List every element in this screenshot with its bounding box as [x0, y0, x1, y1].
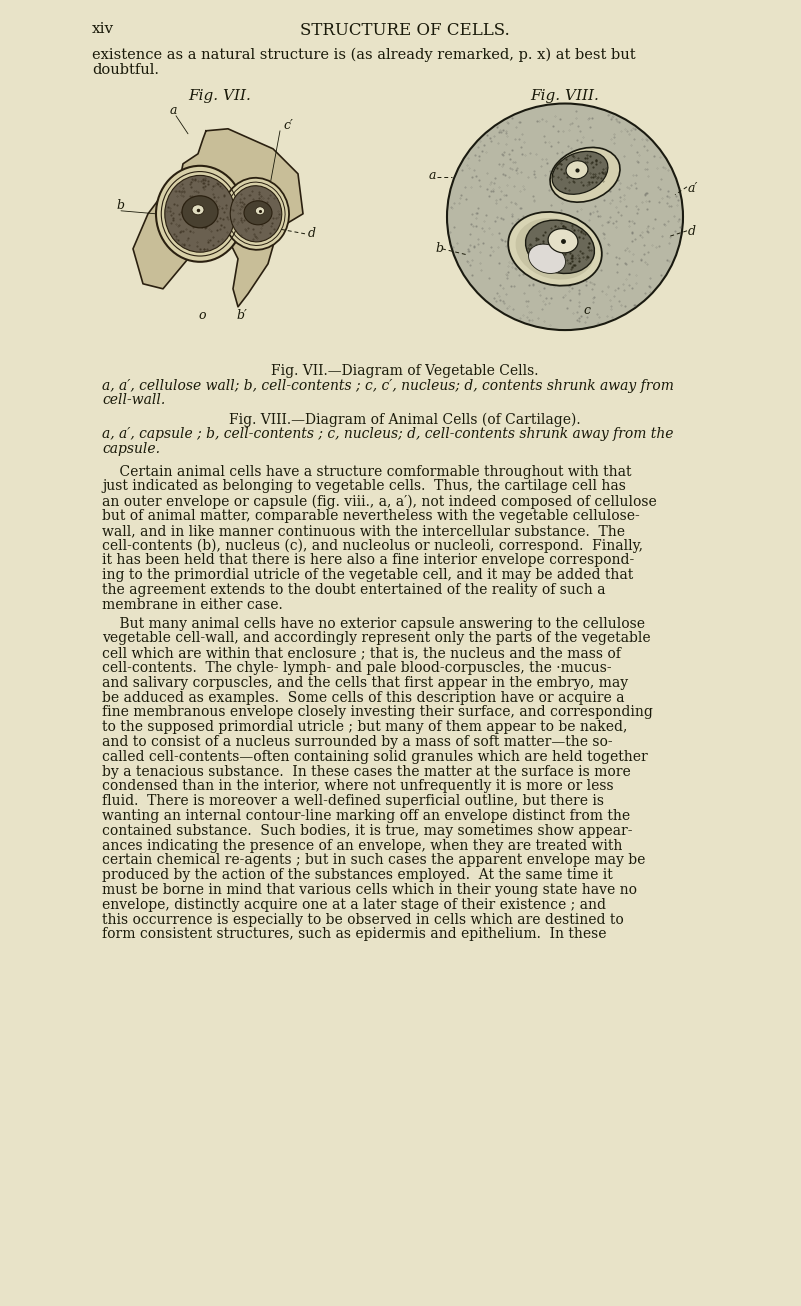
- Ellipse shape: [192, 205, 204, 214]
- Text: STRUCTURE OF CELLS.: STRUCTURE OF CELLS.: [300, 22, 510, 39]
- Ellipse shape: [516, 218, 594, 279]
- Text: a, a′, cellulose wall; b, cell-contents ; c, c′, nucleus; d, contents shrunk awa: a, a′, cellulose wall; b, cell-contents …: [102, 379, 674, 393]
- Text: fine membranous envelope closely investing their surface, and corresponding: fine membranous envelope closely investi…: [102, 705, 653, 720]
- Ellipse shape: [256, 206, 264, 214]
- Ellipse shape: [182, 196, 218, 227]
- Text: b′: b′: [236, 308, 247, 321]
- Text: wanting an internal contour-line marking off an envelope distinct from the: wanting an internal contour-line marking…: [102, 808, 630, 823]
- Text: membrane in either case.: membrane in either case.: [102, 598, 283, 611]
- Text: envelope, distinctly acquire one at a later stage of their existence ; and: envelope, distinctly acquire one at a la…: [102, 897, 606, 912]
- Ellipse shape: [552, 151, 608, 195]
- Text: an outer envelope or capsule (fig. viii., a, a′), not indeed composed of cellulo: an outer envelope or capsule (fig. viii.…: [102, 494, 657, 508]
- Text: the agreement extends to the doubt entertained of the reality of such a: the agreement extends to the doubt enter…: [102, 582, 606, 597]
- Text: certain chemical re-agents ; but in such cases the apparent envelope may be: certain chemical re-agents ; but in such…: [102, 853, 646, 867]
- Text: produced by the action of the substances employed.  At the same time it: produced by the action of the substances…: [102, 868, 613, 882]
- Text: cell-contents (b), nucleus (c), and nucleolus or nucleoli, correspond.  Finally,: cell-contents (b), nucleus (c), and nucl…: [102, 538, 643, 552]
- Text: Certain animal cells have a structure comformable throughout with that: Certain animal cells have a structure co…: [102, 465, 631, 478]
- Text: must be borne in mind that various cells which in their young state have no: must be borne in mind that various cells…: [102, 883, 637, 897]
- Text: called cell-contents—often containing solid granules which are held together: called cell-contents—often containing so…: [102, 750, 648, 764]
- Text: it has been held that there is here also a fine interior envelope correspond-: it has been held that there is here also…: [102, 554, 634, 567]
- Text: Fig. VII.—Diagram of Vegetable Cells.: Fig. VII.—Diagram of Vegetable Cells.: [272, 364, 539, 377]
- Text: this occurrence is especially to be observed in cells which are destined to: this occurrence is especially to be obse…: [102, 913, 624, 926]
- Text: ing to the primordial utricle of the vegetable cell, and it may be added that: ing to the primordial utricle of the veg…: [102, 568, 634, 582]
- Text: wall, and in like manner continuous with the intercellular substance.  The: wall, and in like manner continuous with…: [102, 524, 625, 538]
- Polygon shape: [133, 129, 303, 307]
- Text: Fig. VIII.—Diagram of Animal Cells (of Cartilage).: Fig. VIII.—Diagram of Animal Cells (of C…: [229, 413, 581, 427]
- Ellipse shape: [165, 175, 235, 252]
- Text: c: c: [583, 303, 590, 316]
- Text: a: a: [170, 103, 178, 116]
- Text: b: b: [116, 199, 124, 212]
- Text: contained substance.  Such bodies, it is true, may sometimes show appear-: contained substance. Such bodies, it is …: [102, 824, 633, 838]
- Text: by a tenacious substance.  In these cases the matter at the surface is more: by a tenacious substance. In these cases…: [102, 764, 630, 778]
- Text: ances indicating the presence of an envelope, when they are treated with: ances indicating the presence of an enve…: [102, 838, 622, 853]
- Text: be adduced as examples.  Some cells of this description have or acquire a: be adduced as examples. Some cells of th…: [102, 691, 625, 705]
- Ellipse shape: [548, 229, 578, 253]
- Ellipse shape: [508, 212, 602, 286]
- Ellipse shape: [447, 103, 683, 330]
- Text: d: d: [308, 227, 316, 240]
- Text: just indicated as belonging to vegetable cells.  Thus, the cartilage cell has: just indicated as belonging to vegetable…: [102, 479, 626, 494]
- Ellipse shape: [230, 185, 282, 242]
- Text: vegetable cell-wall, and accordingly represent only the parts of the vegetable: vegetable cell-wall, and accordingly rep…: [102, 631, 650, 645]
- Text: to the supposed primordial utricle ; but many of them appear to be naked,: to the supposed primordial utricle ; but…: [102, 720, 627, 734]
- Ellipse shape: [156, 166, 244, 261]
- Text: b: b: [435, 242, 443, 255]
- Text: a: a: [429, 168, 437, 182]
- Ellipse shape: [223, 178, 289, 249]
- Ellipse shape: [525, 221, 594, 273]
- Text: o: o: [198, 308, 206, 321]
- Ellipse shape: [529, 244, 566, 273]
- Text: capsule.: capsule.: [102, 441, 160, 456]
- Text: existence as a natural structure is (as already remarked, p. x) at best but: existence as a natural structure is (as …: [92, 48, 636, 63]
- Text: xiv: xiv: [92, 22, 114, 37]
- Text: but of animal matter, comparable nevertheless with the vegetable cellulose-: but of animal matter, comparable neverth…: [102, 509, 640, 522]
- Text: But many animal cells have no exterior capsule answering to the cellulose: But many animal cells have no exterior c…: [102, 616, 645, 631]
- Text: fluid.  There is moreover a well-defined superficial outline, but there is: fluid. There is moreover a well-defined …: [102, 794, 604, 808]
- Text: a′: a′: [688, 182, 698, 195]
- Text: d: d: [688, 225, 696, 238]
- Text: and to consist of a nucleus surrounded by a mass of soft matter—the so-: and to consist of a nucleus surrounded b…: [102, 735, 613, 750]
- Ellipse shape: [244, 201, 272, 225]
- Text: cell-contents.  The chyle- lymph- and pale blood-corpuscles, the ·mucus-: cell-contents. The chyle- lymph- and pal…: [102, 661, 612, 675]
- Text: form consistent structures, such as epidermis and epithelium.  In these: form consistent structures, such as epid…: [102, 927, 606, 942]
- Text: c′: c′: [283, 119, 293, 132]
- Ellipse shape: [550, 148, 620, 202]
- Text: cell-wall.: cell-wall.: [102, 393, 165, 407]
- Ellipse shape: [566, 161, 588, 179]
- Text: doubtful.: doubtful.: [92, 63, 159, 77]
- Text: Fig. VIII.: Fig. VIII.: [530, 89, 599, 103]
- Text: Fig. VII.: Fig. VII.: [188, 89, 252, 103]
- Text: condensed than in the interior, where not unfrequently it is more or less: condensed than in the interior, where no…: [102, 780, 614, 794]
- Text: a, a′, capsule ; b, cell-contents ; c, nucleus; d, cell-contents shrunk away fro: a, a′, capsule ; b, cell-contents ; c, n…: [102, 427, 674, 441]
- Text: and salivary corpuscles, and the cells that first appear in the embryo, may: and salivary corpuscles, and the cells t…: [102, 675, 628, 690]
- Text: cell which are within that enclosure ; that is, the nucleus and the mass of: cell which are within that enclosure ; t…: [102, 646, 621, 661]
